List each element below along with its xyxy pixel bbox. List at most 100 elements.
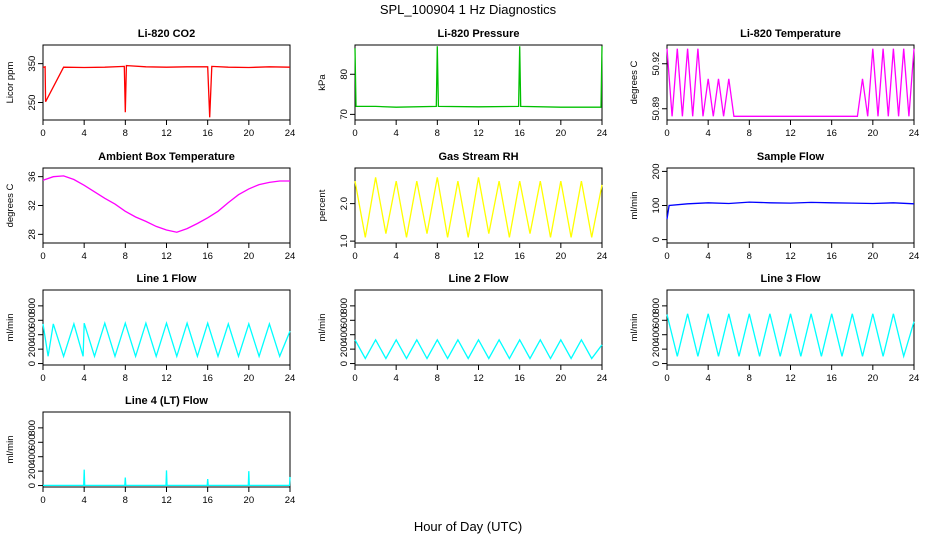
panel-1-xtick-label: 20	[244, 128, 255, 139]
panel-7-xtick-label: 20	[244, 373, 255, 384]
panel-9-ytick-label: 400	[651, 327, 662, 343]
panel-6-ylabel: ml/min	[629, 192, 640, 220]
panel-3-xtick-label: 8	[747, 128, 752, 139]
panel-7-ytick-label: 800	[27, 298, 38, 314]
panel-4-xtick-label: 24	[285, 251, 296, 262]
panel-6-xtick-label: 4	[706, 251, 711, 262]
panel-7-xtick-label: 0	[40, 373, 45, 384]
panel-1-title: Li-820 CO2	[138, 28, 195, 40]
panel-5-xtick-label: 24	[597, 251, 608, 262]
panel-2-ylabel: kPa	[317, 74, 328, 91]
panel-10: Line 4 (LT) Flow ml/min 0 4 8 12 16 20 24 0 200400…	[5, 395, 295, 506]
panel-7-xtick-label: 8	[123, 373, 128, 384]
panel-1-xtick-label: 8	[123, 128, 128, 139]
panel-8-xtick-label: 8	[435, 373, 440, 384]
panel-3: Li-820 Temperature degrees C 0 4 8 12 16 20 24 50…	[629, 28, 919, 139]
panel-1-ytick-label: 250	[27, 95, 38, 111]
panel-2-title: Li-820 Pressure	[438, 28, 520, 40]
panel-4-xtick-label: 0	[40, 251, 45, 262]
panel-1-xtick-label: 24	[285, 128, 296, 139]
panel-7-ytick-label: 200	[27, 341, 38, 357]
panel-9-ylabel: ml/min	[629, 314, 640, 342]
panel-1-ylabel: Licor ppm	[5, 62, 16, 104]
panel-5-xtick-label: 20	[556, 251, 567, 262]
panel-3-ytick-label: 50.92	[651, 52, 662, 76]
panel-4-frame	[42, 167, 291, 244]
panel-3-xtick-label: 0	[664, 128, 669, 139]
panel-4: Ambient Box Temperature degrees C 0 4 8 12 16 2…	[5, 151, 295, 262]
panel-10-xtick-label: 0	[40, 495, 45, 506]
panel-7-ytick-label: 0	[27, 361, 38, 366]
panel-10-xtick-label: 16	[202, 495, 213, 506]
panel-3-xtick-label: 4	[706, 128, 711, 139]
panel-10-ytick-label: 0	[27, 483, 38, 488]
panel-8-title: Line 2 Flow	[449, 273, 509, 285]
panel-10-xtick-label: 4	[82, 495, 87, 506]
panel-10-ytick-label: 400	[27, 449, 38, 465]
panel-10-xtick-label: 20	[244, 495, 255, 506]
panel-7: Line 1 Flow ml/min 0 4 8 12 16 20 24 0 20040060080…	[5, 273, 295, 384]
panel-5-xtick-label: 12	[473, 251, 484, 262]
figure-title: SPL_100904 1 Hz Diagnostics	[380, 2, 557, 17]
panel-1-xtick-label: 16	[202, 128, 213, 139]
panel-3-xtick-label: 12	[785, 128, 796, 139]
panel-1-xtick-label: 4	[82, 128, 87, 139]
panel-1-series-line	[42, 64, 291, 118]
panel-2-xtick-label: 0	[352, 128, 357, 139]
panel-4-xtick-label: 16	[202, 251, 213, 262]
panel-2-series-line	[354, 46, 603, 108]
panel-5: Gas Stream RH percent 0 4 8 12 16 20 24 1.0 2.0	[317, 151, 607, 262]
panel-4-xtick-label: 20	[244, 251, 255, 262]
panel-7-ytick-label: 400	[27, 327, 38, 343]
panel-10-series-line	[43, 469, 291, 487]
panel-grid: Li-820 CO2 Licor ppm 0 4 8 12 16 20 24 250 350 Li-8…	[5, 28, 919, 506]
panel-10-ytick-label: 800	[27, 420, 38, 436]
panel-9-xtick-label: 8	[747, 373, 752, 384]
panel-7-xtick-label: 4	[82, 373, 87, 384]
panel-9-series-line	[666, 313, 915, 359]
x-axis-label: Hour of Day (UTC)	[414, 519, 522, 534]
panel-2-ytick-label: 70	[339, 109, 350, 120]
panel-1-ytick-label: 350	[27, 56, 38, 72]
panel-3-ytick-label: 50.89	[651, 97, 662, 121]
panel-2: Li-820 Pressure kPa 0 4 8 12 16 20 24 70 80	[317, 28, 607, 139]
panel-2-ytick-label: 80	[339, 69, 350, 80]
panel-8-ylabel: ml/min	[317, 314, 328, 342]
panel-7-frame	[42, 289, 291, 366]
panel-9-xtick-label: 0	[664, 373, 669, 384]
panel-6-ytick-label: 0	[651, 237, 662, 242]
panel-8: Line 2 Flow ml/min 0 4 8 12 16 20 24 0 20040060080…	[317, 273, 607, 384]
panel-8-xtick-label: 0	[352, 373, 357, 384]
panel-4-xtick-label: 12	[161, 251, 172, 262]
panel-9-ytick-label: 0	[651, 361, 662, 366]
panel-4-title: Ambient Box Temperature	[98, 151, 235, 163]
panel-2-frame	[354, 44, 603, 121]
panel-1: Li-820 CO2 Licor ppm 0 4 8 12 16 20 24 250 350	[5, 28, 295, 139]
panel-8-ytick-label: 200	[339, 341, 350, 357]
panel-8-ytick-label: 600	[339, 312, 350, 328]
panel-8-xtick-label: 4	[394, 373, 399, 384]
panel-8-series-line	[354, 338, 603, 360]
panel-10-xtick-label: 24	[285, 495, 296, 506]
panel-6-xtick-label: 0	[664, 251, 669, 262]
panel-3-ylabel: degrees C	[629, 60, 640, 104]
panel-3-xtick-label: 24	[909, 128, 920, 139]
panel-7-xtick-label: 16	[202, 373, 213, 384]
panel-7-title: Line 1 Flow	[137, 273, 197, 285]
panel-7-ylabel: ml/min	[5, 314, 16, 342]
panel-8-frame	[354, 289, 603, 366]
panel-6-xtick-label: 8	[747, 251, 752, 262]
panel-4-series-line	[42, 175, 290, 233]
panel-10-ytick-label: 200	[27, 463, 38, 479]
panel-4-xtick-label: 4	[82, 251, 87, 262]
panel-5-title: Gas Stream RH	[438, 151, 518, 163]
panel-2-xtick-label: 24	[597, 128, 608, 139]
panel-10-xtick-label: 12	[161, 495, 172, 506]
panel-6-xtick-label: 20	[868, 251, 879, 262]
panel-8-xtick-label: 12	[473, 373, 484, 384]
panel-3-xtick-label: 16	[826, 128, 837, 139]
panel-2-xtick-label: 12	[473, 128, 484, 139]
panel-9: Line 3 Flow ml/min 0 4 8 12 16 20 24 0 20040060080…	[629, 273, 919, 384]
panel-7-series-line	[42, 321, 291, 359]
